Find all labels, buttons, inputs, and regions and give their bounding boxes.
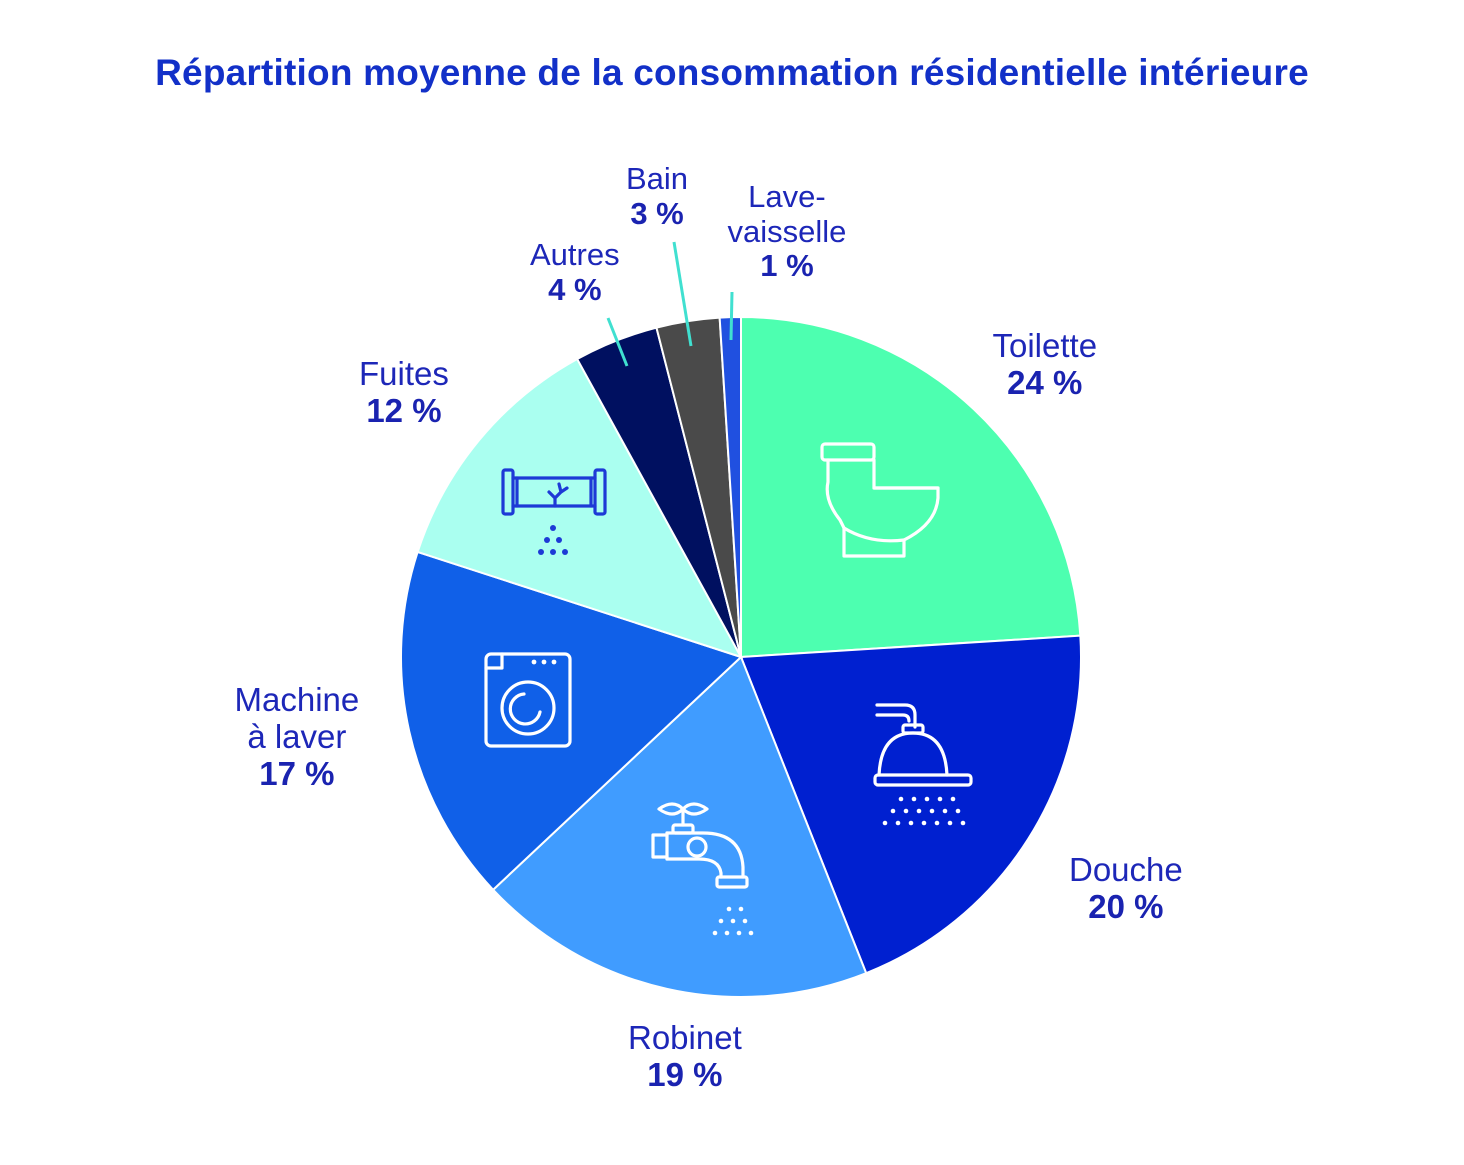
- leader-lines: [606, 241, 734, 367]
- slice-label-name: Autres: [530, 237, 620, 272]
- shower-icon: [873, 703, 973, 826]
- slice-label-value: 4 %: [548, 271, 602, 307]
- slice-label-value: 24 %: [1007, 363, 1083, 401]
- slice-label-machine-a-laver: Machine à laver 17 %: [234, 681, 360, 793]
- slice-label-value: 1 %: [760, 248, 814, 284]
- slice-label-name: Robinet: [628, 1019, 742, 1056]
- slice-label-douche: Douche 20 %: [1069, 851, 1183, 926]
- slice-label-name: Lave-: [748, 179, 826, 214]
- slice-label-autres: Autres 4 %: [530, 237, 620, 307]
- slice-label-value: 3 %: [630, 195, 684, 231]
- slice-label-bain: Bain 3 %: [626, 161, 689, 231]
- chart-title: Répartition moyenne de la consommation r…: [155, 52, 1309, 93]
- slice-label-name: Douche: [1069, 851, 1183, 888]
- slice-label-name: vaisselle: [727, 213, 847, 249]
- leader-line-autres: [606, 317, 629, 367]
- slice-label-robinet: Robinet 19 %: [628, 1019, 742, 1094]
- slice-label-toilette: Toilette 24 %: [992, 327, 1098, 402]
- slice-label-name: Bain: [626, 161, 689, 196]
- leaking-pipe-icon: [501, 468, 607, 555]
- slice-label-fuites: Fuites 12 %: [359, 355, 449, 430]
- pie-slice-fuites: [416, 357, 744, 659]
- pie-slice-robinet: [491, 655, 868, 998]
- slice-label-value: 19 %: [647, 1055, 723, 1093]
- slice-label-value: 17 %: [259, 754, 335, 792]
- washing-machine-icon: [484, 652, 572, 748]
- leader-line-bain: [672, 241, 693, 347]
- leader-line-lave-vaisselle: [729, 291, 734, 341]
- slice-label-value: 20 %: [1088, 887, 1164, 925]
- toilet-icon: [820, 442, 940, 558]
- slice-icons: [484, 442, 973, 936]
- faucet-icon: [651, 802, 754, 936]
- pie-slice-douche: [739, 634, 1082, 975]
- slice-label-value: 12 %: [366, 391, 442, 429]
- slice-label-lave-vaisselle: Lave-vaisselle 1 %: [727, 179, 847, 284]
- slice-label-name: Machine: [234, 681, 360, 718]
- slice-label-name: Fuites: [359, 355, 449, 392]
- slice-label-name: à laver: [247, 717, 347, 755]
- slice-label-name: Toilette: [992, 327, 1098, 364]
